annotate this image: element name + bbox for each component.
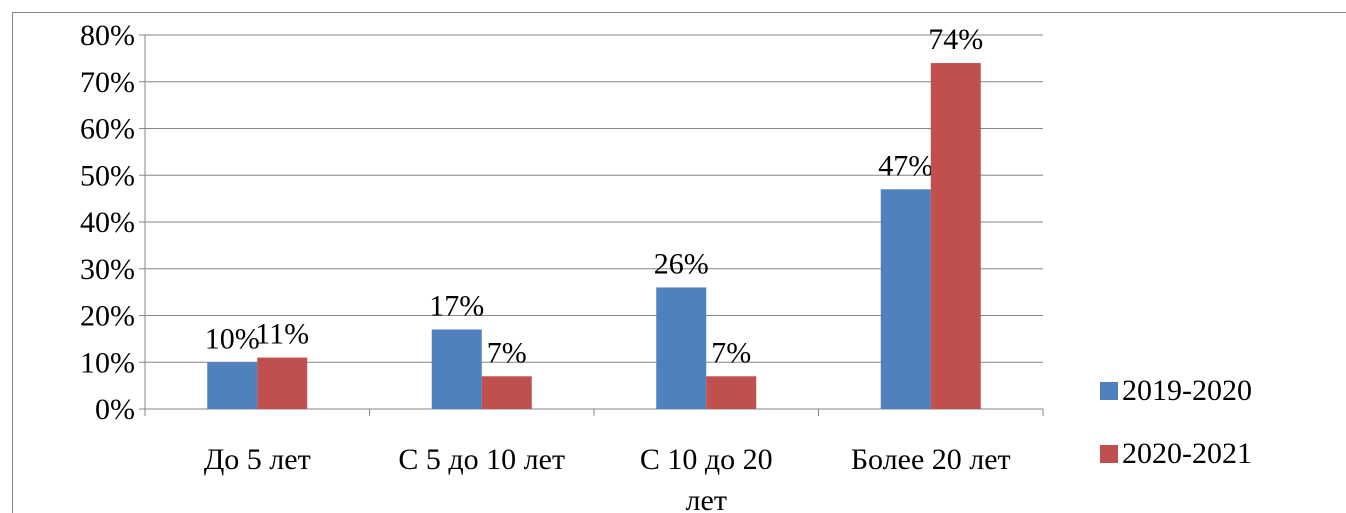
y-tick-label: 50%: [80, 159, 135, 192]
y-tick-label: 80%: [80, 19, 135, 52]
chart-frame: [12, 12, 1346, 513]
bar-2020-2021: [930, 63, 981, 410]
y-tick-label: 40%: [80, 206, 135, 239]
data-label: 74%: [928, 23, 983, 56]
x-category-label: лет: [686, 484, 727, 513]
x-category-label: До 5 лет: [204, 443, 311, 476]
bar-2020-2021: [706, 376, 757, 409]
y-tick-label: 30%: [80, 253, 135, 286]
data-label: 10%: [205, 322, 260, 355]
x-category-label: Более 20 лет: [851, 443, 1011, 476]
legend-label: 2020-2021: [1122, 437, 1252, 470]
data-label: 11%: [255, 318, 309, 351]
legend-swatch: [1100, 445, 1118, 463]
data-label: 17%: [429, 290, 484, 323]
y-tick-label: 10%: [80, 346, 135, 379]
bar-2020-2021: [257, 357, 308, 409]
bar-2019-2020: [431, 329, 482, 409]
y-tick-label: 60%: [80, 113, 135, 146]
bar-2020-2021: [481, 376, 532, 409]
y-tick-label: 20%: [80, 300, 135, 333]
x-category-label: С 5 до 10 лет: [398, 443, 565, 476]
legend-label: 2019-2020: [1122, 374, 1252, 407]
y-tick-label: 70%: [80, 66, 135, 99]
x-category-label: С 10 до 20: [640, 443, 773, 476]
bar-2019-2020: [656, 287, 707, 409]
bar-2019-2020: [880, 189, 931, 409]
y-tick-label: 0%: [95, 393, 135, 426]
legend-swatch: [1100, 382, 1118, 400]
bar-2019-2020: [207, 362, 258, 409]
data-label: 26%: [654, 247, 709, 280]
data-label: 7%: [487, 336, 527, 369]
data-label: 7%: [711, 336, 751, 369]
data-label: 47%: [878, 149, 933, 182]
